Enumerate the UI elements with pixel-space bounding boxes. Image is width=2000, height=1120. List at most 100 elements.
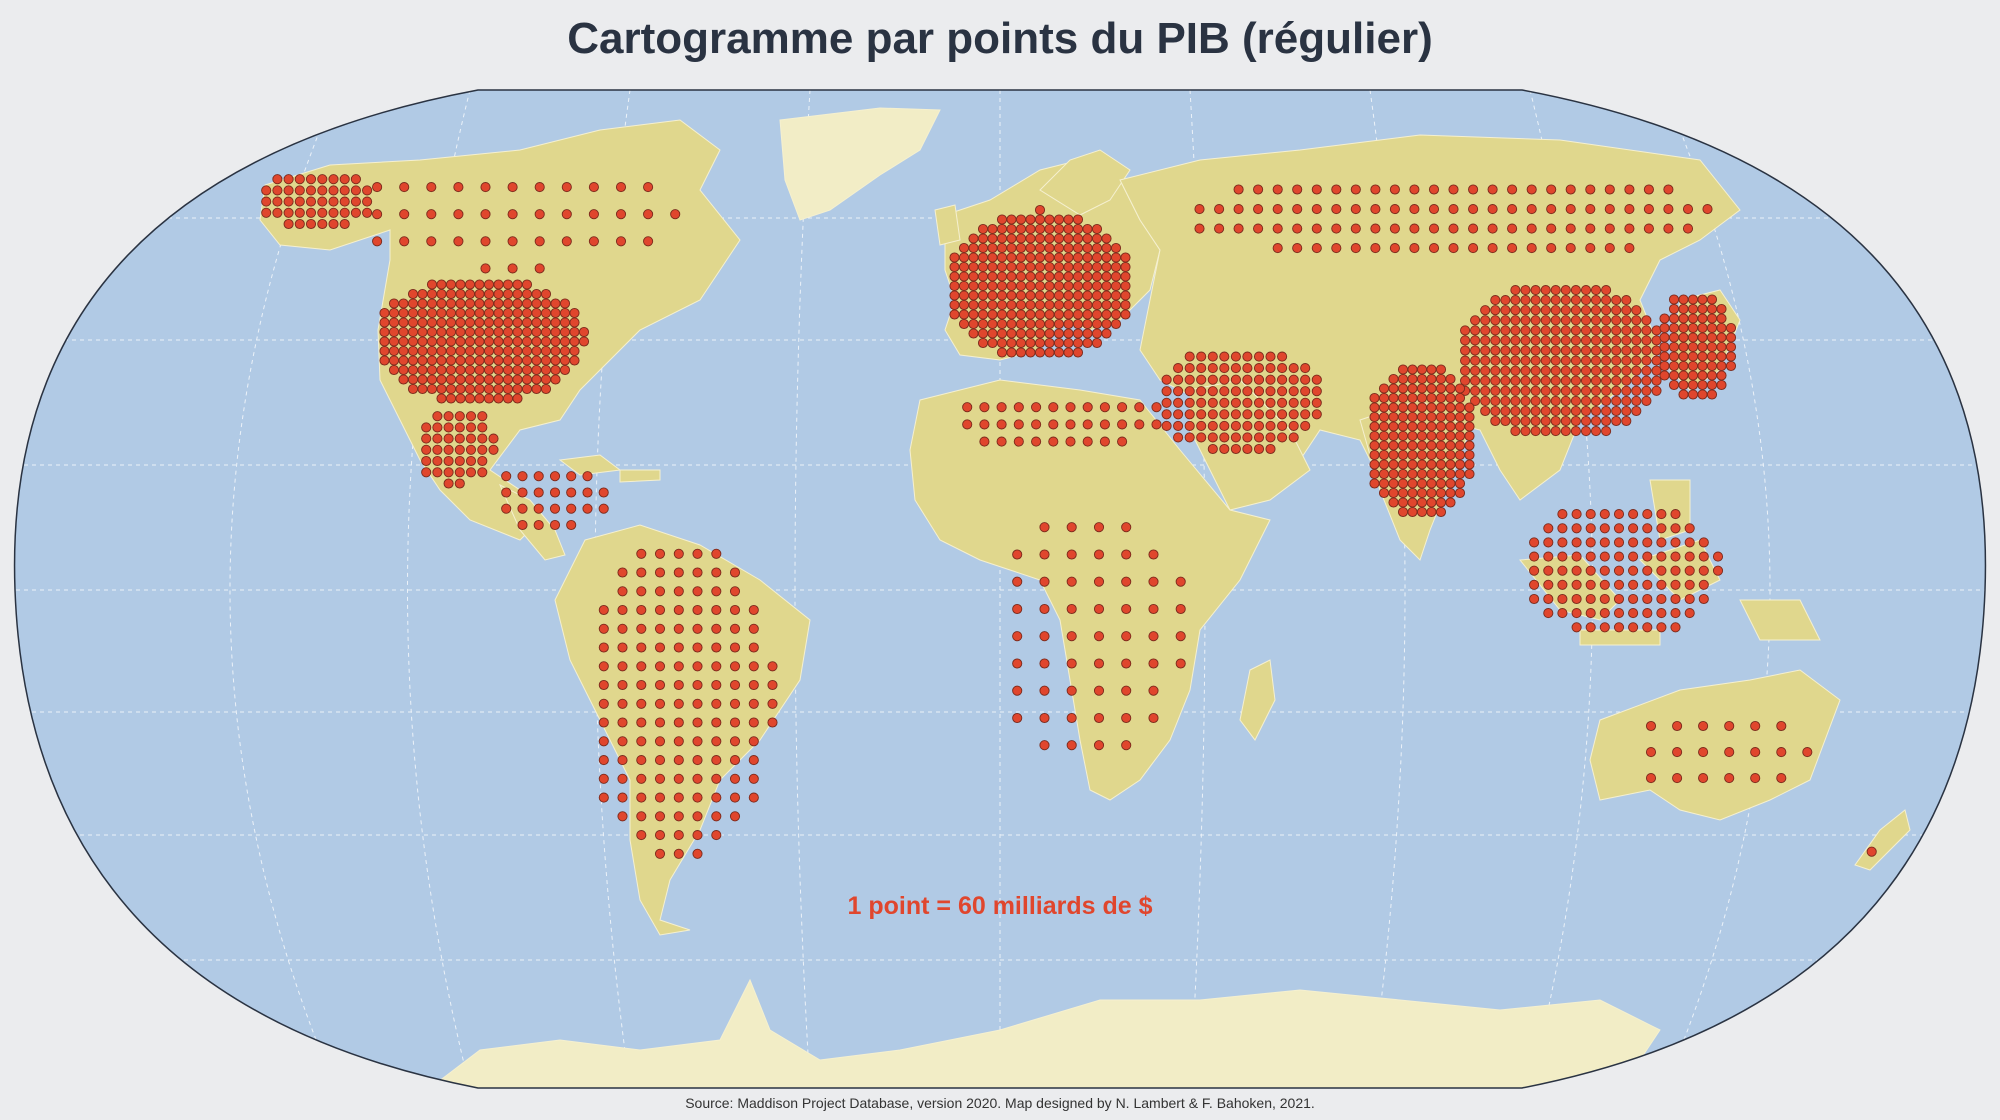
gdp-dot — [958, 299, 970, 311]
gdp-dot — [1599, 509, 1610, 520]
gdp-dot — [533, 487, 544, 498]
gdp-dot — [1407, 421, 1418, 432]
gdp-dot — [1510, 405, 1521, 417]
gdp-dot — [1039, 549, 1050, 560]
gdp-dot — [1454, 487, 1466, 499]
gdp-dot — [1642, 565, 1653, 576]
gdp-dot — [617, 604, 628, 616]
gdp-dot — [636, 548, 647, 559]
gdp-dot — [1611, 335, 1622, 346]
gdp-dot — [1490, 295, 1501, 306]
gdp-dot — [1265, 443, 1276, 455]
gdp-dot — [1416, 421, 1428, 432]
gdp-dot — [1214, 204, 1225, 215]
gdp-dot — [1012, 576, 1023, 587]
gdp-dot — [407, 374, 419, 385]
gdp-dot — [1072, 337, 1084, 349]
gdp-dot — [474, 298, 485, 309]
gdp-dot — [1684, 537, 1695, 548]
gdp-dot — [1571, 537, 1582, 548]
gdp-dot — [1613, 608, 1625, 619]
gdp-dot — [1173, 432, 1184, 443]
gdp-dot — [517, 471, 528, 482]
gdp-dot — [1560, 415, 1571, 427]
gdp-dot — [1628, 565, 1639, 576]
gdp-dot — [388, 317, 400, 328]
gdp-dot — [534, 236, 545, 247]
gdp-dot — [1550, 345, 1561, 356]
gdp-dot — [1560, 385, 1571, 396]
gdp-dot — [1510, 365, 1521, 376]
gdp-dot — [507, 236, 518, 247]
gdp-dot — [1613, 551, 1625, 562]
gdp-dot — [1242, 374, 1253, 385]
gdp-dot — [1557, 551, 1568, 562]
gdp-dot — [1388, 421, 1399, 432]
gdp-dot — [379, 307, 390, 319]
gdp-dot — [1687, 313, 1699, 324]
gdp-dot — [1277, 432, 1288, 443]
gdp-dot — [1091, 261, 1103, 273]
gdp-dot — [1063, 271, 1074, 282]
gdp-dot — [692, 586, 703, 597]
gdp-dot — [1540, 426, 1551, 437]
gdp-dot — [1540, 355, 1551, 366]
gdp-dot — [1628, 509, 1639, 520]
gdp-dot — [1253, 374, 1265, 385]
gdp-dot — [1571, 523, 1582, 534]
gdp-dot — [1288, 420, 1299, 431]
gdp-dot — [566, 519, 577, 531]
gdp-dot — [1580, 415, 1592, 427]
gdp-dot — [1571, 622, 1582, 633]
gdp-dot — [521, 326, 533, 338]
gdp-dot — [305, 185, 317, 196]
gdp-dot — [1599, 622, 1610, 633]
gdp-dot — [1580, 325, 1592, 336]
gdp-dot — [540, 307, 552, 319]
gdp-dot — [1480, 375, 1491, 386]
gdp-dot — [512, 326, 523, 338]
gdp-dot — [1601, 415, 1612, 427]
gdp-dot — [1687, 360, 1699, 372]
gdp-dot — [507, 182, 518, 193]
gdp-dot — [1716, 360, 1727, 372]
gdp-dot — [436, 317, 447, 328]
gdp-dot — [1500, 335, 1511, 346]
gdp-dot — [399, 209, 410, 220]
gdp-dot — [636, 661, 647, 672]
gdp-dot — [339, 185, 350, 196]
gdp-dot — [1611, 395, 1622, 406]
gdp-dot — [483, 336, 495, 347]
gdp-dot — [1428, 204, 1440, 215]
gdp-dot — [1510, 345, 1521, 356]
gdp-dot — [1663, 204, 1674, 215]
gdp-dot — [1557, 565, 1568, 576]
gdp-dot — [711, 717, 722, 728]
gdp-dot — [1540, 305, 1551, 316]
gdp-dot — [1697, 313, 1708, 324]
gdp-dot — [1265, 432, 1276, 443]
gdp-dot — [1013, 436, 1024, 447]
gdp-dot — [1570, 385, 1581, 396]
gdp-dot — [598, 755, 609, 766]
gdp-dot — [1530, 355, 1541, 366]
gdp-dot — [1613, 593, 1625, 605]
gdp-dot — [1716, 370, 1727, 381]
gdp-dot — [1500, 355, 1511, 366]
gdp-dot — [1445, 478, 1456, 489]
gdp-dot — [1631, 405, 1642, 417]
gdp-dot — [1242, 409, 1253, 420]
gdp-dot — [1678, 389, 1689, 400]
gdp-dot — [673, 567, 684, 578]
gdp-dot — [1091, 223, 1103, 235]
gdp-dot — [1624, 184, 1635, 195]
gdp-dot — [711, 773, 722, 784]
gdp-dot — [1659, 332, 1670, 343]
gdp-dot — [977, 318, 989, 330]
gdp-dot — [1510, 305, 1521, 316]
gdp-dot — [1435, 487, 1447, 499]
gdp-dot — [1585, 537, 1596, 548]
gdp-dot — [1716, 379, 1727, 391]
gdp-dot — [654, 604, 666, 616]
gdp-dot — [1590, 395, 1602, 406]
